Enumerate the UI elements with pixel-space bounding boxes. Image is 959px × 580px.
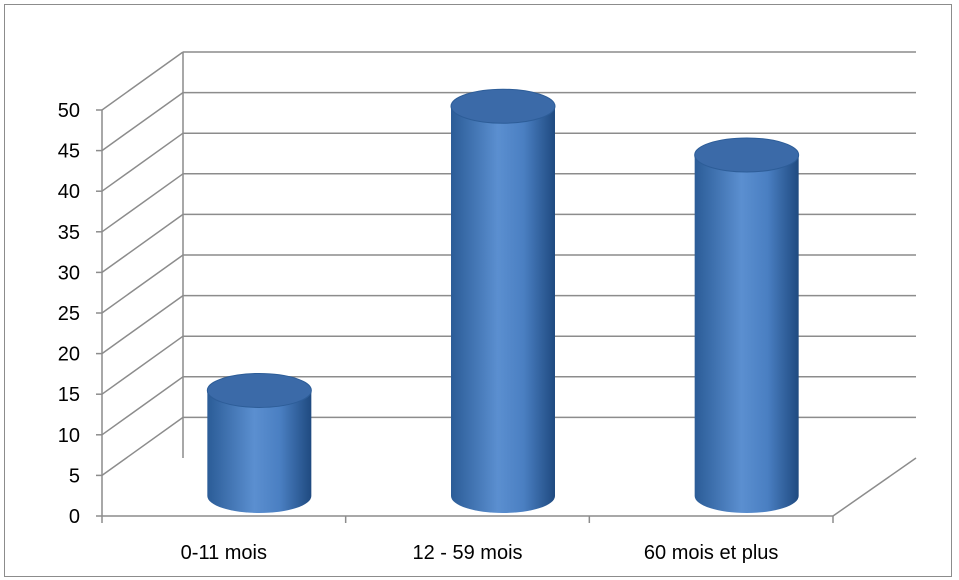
x-tick-label: 12 - 59 mois [412, 542, 522, 564]
y-tick-label: 5 [69, 465, 80, 487]
gridline-diagonal [101, 91, 184, 152]
gridline-diagonal [101, 173, 184, 233]
gridline-diagonal [101, 51, 184, 111]
y-tick-label: 0 [69, 506, 80, 528]
gridline-diagonal [101, 335, 184, 395]
axes [96, 52, 917, 523]
gridline-diagonal [101, 376, 184, 436]
floor-right-edge [832, 457, 917, 517]
bar-body [451, 106, 555, 514]
bar-body [694, 154, 799, 513]
bar-2 [450, 88, 556, 514]
bar-3 [694, 137, 800, 513]
y-tick-label: 40 [58, 181, 80, 203]
y-tick-label: 50 [58, 100, 80, 122]
y-tick-label: 20 [58, 344, 80, 366]
bar-top [694, 137, 800, 173]
x-tick-labels: 0-11 mois 12 - 59 mois 60 mois et plus [181, 542, 779, 564]
bars [206, 88, 800, 514]
y-tick-label: 10 [58, 425, 80, 447]
y-tick-labels: 0 5 10 15 20 25 30 35 40 45 50 [58, 100, 80, 528]
x-tick-label: 60 mois et plus [644, 542, 779, 564]
x-tick-label: 0-11 mois [181, 542, 267, 564]
gridline-diagonal [101, 254, 184, 314]
bar-1 [206, 372, 312, 513]
gridline-diagonal [101, 213, 184, 274]
y-tick-label: 35 [58, 222, 80, 244]
y-tick-label: 30 [58, 262, 80, 284]
gridline-diagonal [101, 416, 184, 477]
bar-body [207, 390, 312, 513]
y-tick-label: 45 [58, 141, 80, 163]
bar-top [206, 372, 312, 408]
gridline-diagonal [101, 294, 184, 355]
bar-top [450, 88, 556, 124]
y-tick-label: 15 [58, 384, 80, 406]
y-tick-label: 25 [58, 303, 80, 325]
gridline-diagonal [101, 132, 184, 192]
